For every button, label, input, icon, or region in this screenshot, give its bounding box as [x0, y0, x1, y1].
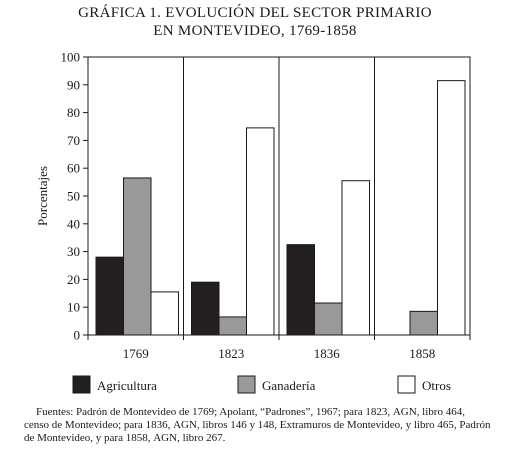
legend-label-otros: Otros	[422, 378, 451, 393]
y-tick-label: 10	[67, 300, 80, 315]
chart-title-line1: GRÁFICA 1. EVOLUCIÓN DEL SECTOR PRIMARIO	[78, 5, 432, 21]
bar-ganaderia-1836	[314, 302, 343, 336]
bar-otros-1823	[246, 127, 275, 336]
x-tick-label: 1858	[409, 346, 435, 361]
bar-agricultura-1823	[191, 281, 220, 336]
y-tick-label: 50	[67, 189, 80, 204]
legend-swatch-otros	[397, 375, 416, 394]
chart-title-line2-main: EN MONTEVIDEO,	[153, 23, 285, 39]
y-tick-label: 100	[61, 50, 81, 65]
y-tick-label: 0	[74, 328, 81, 343]
chart-bars	[95, 80, 466, 336]
y-tick-label: 30	[67, 244, 80, 259]
y-tick-label: 40	[67, 216, 80, 231]
x-tick-label: 1769	[123, 346, 149, 361]
legend-swatch-ganaderia	[237, 375, 256, 394]
bar-chart: 0 10 20 30 40 50 60 70 80 90 100 Porcentajes 1769 182…	[35, 50, 471, 394]
source-agn-3: AGN	[153, 432, 178, 444]
bar-ganaderia-1858	[409, 310, 438, 336]
source-text-3: , libros 146 y 148, Extramuros de Montev…	[24, 419, 491, 444]
chart-axes: 0 10 20 30 40 50 60 70 80 90 100 Porcentajes 1769 182…	[35, 50, 471, 361]
x-tick-label: 1823	[218, 346, 244, 361]
chart-title: GRÁFICA 1. EVOLUCIÓN DEL SECTOR PRIMARIO…	[0, 4, 510, 40]
chart-title-years: 1769-1858	[284, 23, 357, 39]
y-axis-label: Porcentajes	[35, 166, 50, 226]
bar-otros-1769	[150, 291, 179, 336]
y-tick-label: 60	[67, 161, 80, 176]
y-tick-label: 90	[67, 77, 80, 92]
source-text-4: , libro 267.	[177, 432, 226, 444]
y-tick-label: 80	[67, 105, 80, 120]
chart-title-line2: EN MONTEVIDEO, 1769-1858	[0, 22, 510, 40]
legend-label-agricultura: Agricultura	[97, 378, 157, 393]
bar-otros-1836	[341, 180, 370, 336]
source-note: Fuentes: Padrón de Montevideo de 1769; A…	[24, 406, 492, 445]
bar-otros-1858	[437, 80, 466, 336]
source-text-1: Fuentes: Padrón de Montevideo de 1769; A…	[36, 406, 393, 418]
x-tick-label: 1836	[314, 346, 341, 361]
source-agn-1: AGN	[392, 406, 417, 418]
bar-agricultura-1836	[286, 244, 315, 336]
legend-swatch-agricultura	[72, 375, 91, 394]
source-text-2: , libro 464, censo de Montevideo; para 1…	[24, 406, 465, 431]
chart-legend: Agricultura Ganadería Otros	[72, 375, 451, 394]
bar-agricultura-1769	[95, 256, 124, 336]
bar-ganaderia-1823	[218, 316, 247, 336]
y-tick-label: 70	[67, 133, 80, 148]
source-agn-2: AGN	[173, 419, 197, 431]
y-tick-label: 20	[67, 272, 80, 287]
bar-ganaderia-1769	[123, 177, 152, 336]
legend-label-ganaderia: Ganadería	[262, 378, 316, 393]
